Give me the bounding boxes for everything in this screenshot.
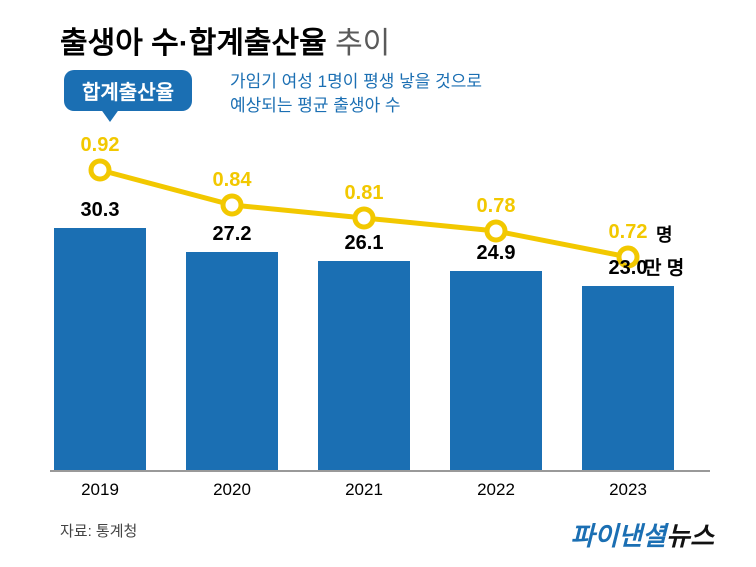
x-category: 2020 [172, 480, 292, 500]
title-light: 추이 [327, 27, 391, 60]
x-category: 2023 [568, 480, 688, 500]
bar-value-label: 24.9 [436, 242, 556, 265]
line-value-label: 0.78 [436, 195, 556, 218]
title-bold: 출생아 수·합계출산율 [60, 27, 327, 60]
chart-area: 30.30.9227.20.8426.10.8124.90.7823.0만 명0… [50, 130, 710, 470]
definition-line1: 가임기 여성 1명이 평생 낳을 것으로 [230, 70, 482, 94]
brand-part2: 뉴스 [666, 521, 714, 551]
x-category: 2021 [304, 480, 424, 500]
marker-circle [91, 161, 109, 179]
definition-line2: 예상되는 평균 출생아 수 [230, 94, 482, 118]
brand-logo: 파이낸셜뉴스 [570, 516, 714, 553]
line-value-label: 0.84 [172, 169, 292, 192]
line-unit-label: 명 [656, 221, 673, 247]
bar [186, 252, 278, 470]
x-category: 2019 [40, 480, 160, 500]
bar [54, 228, 146, 470]
bar [450, 271, 542, 470]
line-value-label: 0.92 [40, 134, 160, 157]
marker-circle [487, 222, 505, 240]
bar-value-label: 30.3 [40, 199, 160, 222]
bar [318, 261, 410, 470]
line-value-label: 0.81 [304, 182, 424, 205]
source-label: 자료: 통계청 [60, 520, 137, 541]
chart-title: 출생아 수·합계출산율 추이 [60, 18, 390, 62]
bar-unit-label: 만 명 [644, 253, 684, 280]
x-category: 2022 [436, 480, 556, 500]
badge-tfr: 합계출산율 [64, 70, 192, 111]
marker-circle [355, 209, 373, 227]
bar-value-label: 26.1 [304, 232, 424, 255]
definition-text: 가임기 여성 1명이 평생 낳을 것으로 예상되는 평균 출생아 수 [230, 70, 482, 118]
marker-circle [223, 196, 241, 214]
brand-part1: 파이낸셜 [570, 521, 666, 551]
bar-value-label: 27.2 [172, 223, 292, 246]
badge-tail [100, 108, 120, 122]
bar [582, 286, 674, 470]
x-axis [50, 470, 710, 472]
